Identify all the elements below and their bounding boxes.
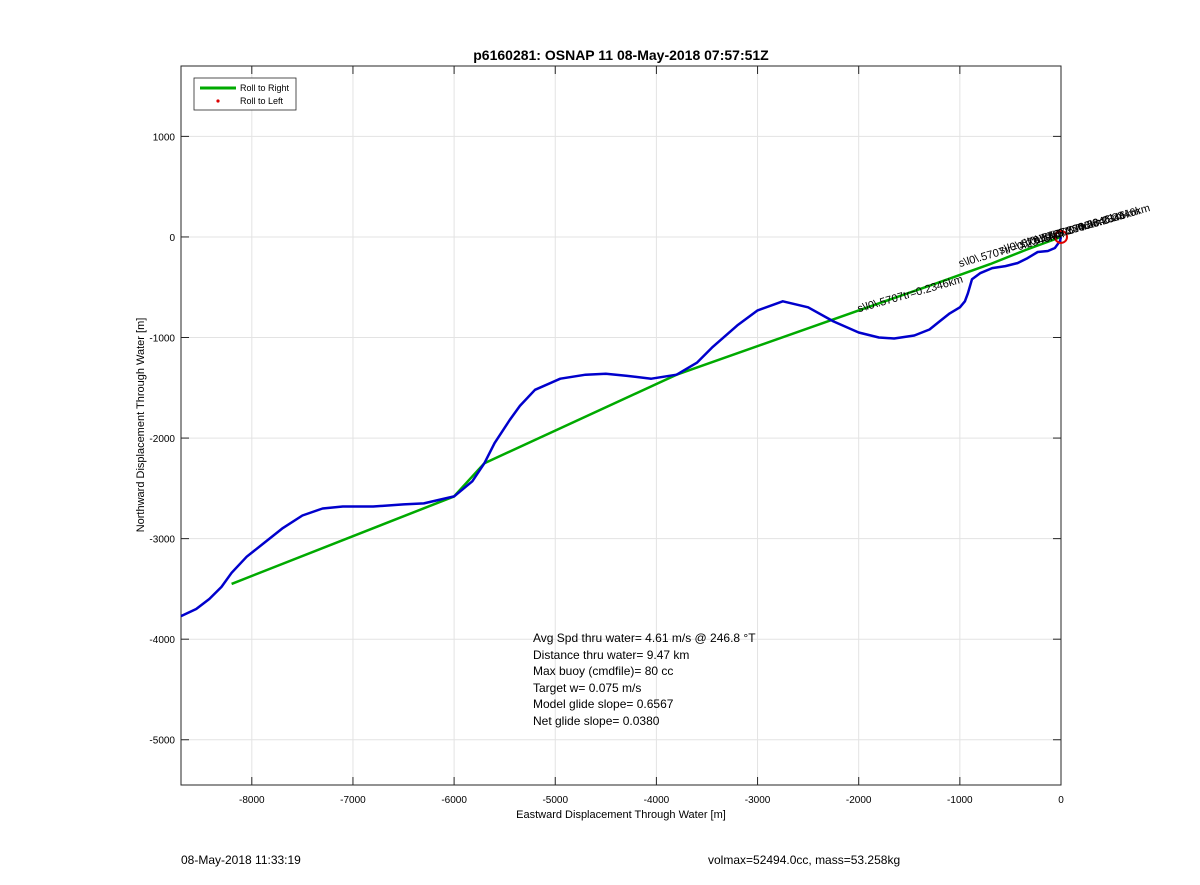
stat-net-glide-slope: Net glide slope= 0.0380 bbox=[533, 714, 660, 728]
end-marker bbox=[1054, 229, 1068, 244]
plot-frame bbox=[180, 65, 1062, 786]
y-tick-label: -3000 bbox=[149, 535, 175, 546]
chart-title: p6160281: OSNAP 11 08-May-2018 07:57:51Z bbox=[473, 47, 769, 63]
x-tick-label: -3000 bbox=[745, 795, 771, 806]
y-tick-label: -4000 bbox=[149, 635, 175, 646]
roll-right-line bbox=[231, 235, 1062, 586]
legend: Roll to Right Roll to Left bbox=[193, 77, 297, 111]
path-label: s\l0\.5707tr=0.2346km bbox=[1043, 202, 1151, 244]
legend-label-left: Roll to Left bbox=[240, 96, 284, 106]
y-tick-label: -5000 bbox=[149, 736, 175, 747]
series bbox=[180, 229, 1068, 618]
y-axis-label: Northward Displacement Through Water [m] bbox=[135, 318, 147, 533]
x-tick-label: -8000 bbox=[239, 795, 265, 806]
footer-timestamp: 08-May-2018 11:33:19 bbox=[181, 853, 301, 867]
grid bbox=[181, 66, 1062, 785]
x-tick-label: -5000 bbox=[542, 795, 568, 806]
x-tick-label: -6000 bbox=[441, 795, 467, 806]
x-tick-label: 0 bbox=[1058, 795, 1064, 806]
x-axis-label: Eastward Displacement Through Water [m] bbox=[516, 809, 726, 821]
x-tick-label: -7000 bbox=[340, 795, 366, 806]
stat-max-buoy: Max buoy (cmdfile)= 80 cc bbox=[533, 664, 673, 678]
y-tick-label: 0 bbox=[169, 233, 175, 244]
legend-label-right: Roll to Right bbox=[240, 83, 290, 93]
stat-avg-speed: Avg Spd thru water= 4.61 m/s @ 246.8 °T bbox=[533, 631, 756, 645]
x-tick-label: -2000 bbox=[846, 795, 872, 806]
y-tick-label: 1000 bbox=[153, 132, 176, 143]
axis-ticks: -8000 -7000 -6000 -5000 -4000 -3000 -2000 -1000… bbox=[149, 66, 1064, 806]
stats-block: Avg Spd thru water= 4.61 m/s @ 246.8 °T … bbox=[533, 631, 756, 728]
footer-info: volmax=52494.0cc, mass=53.258kg bbox=[708, 853, 901, 867]
stat-model-glide-slope: Model glide slope= 0.6567 bbox=[533, 697, 674, 711]
legend-dot-icon bbox=[216, 99, 220, 103]
stat-distance: Distance thru water= 9.47 km bbox=[533, 648, 689, 662]
track-line bbox=[180, 236, 1063, 618]
path-label: s\l0\.5707tr=0.2346km bbox=[856, 274, 964, 316]
x-tick-label: -4000 bbox=[644, 795, 670, 806]
legend-box bbox=[193, 77, 297, 111]
stat-target-w: Target w= 0.075 m/s bbox=[533, 681, 641, 695]
y-tick-label: -2000 bbox=[149, 434, 175, 445]
x-tick-label: -1000 bbox=[947, 795, 973, 806]
y-tick-label: -1000 bbox=[149, 334, 175, 345]
